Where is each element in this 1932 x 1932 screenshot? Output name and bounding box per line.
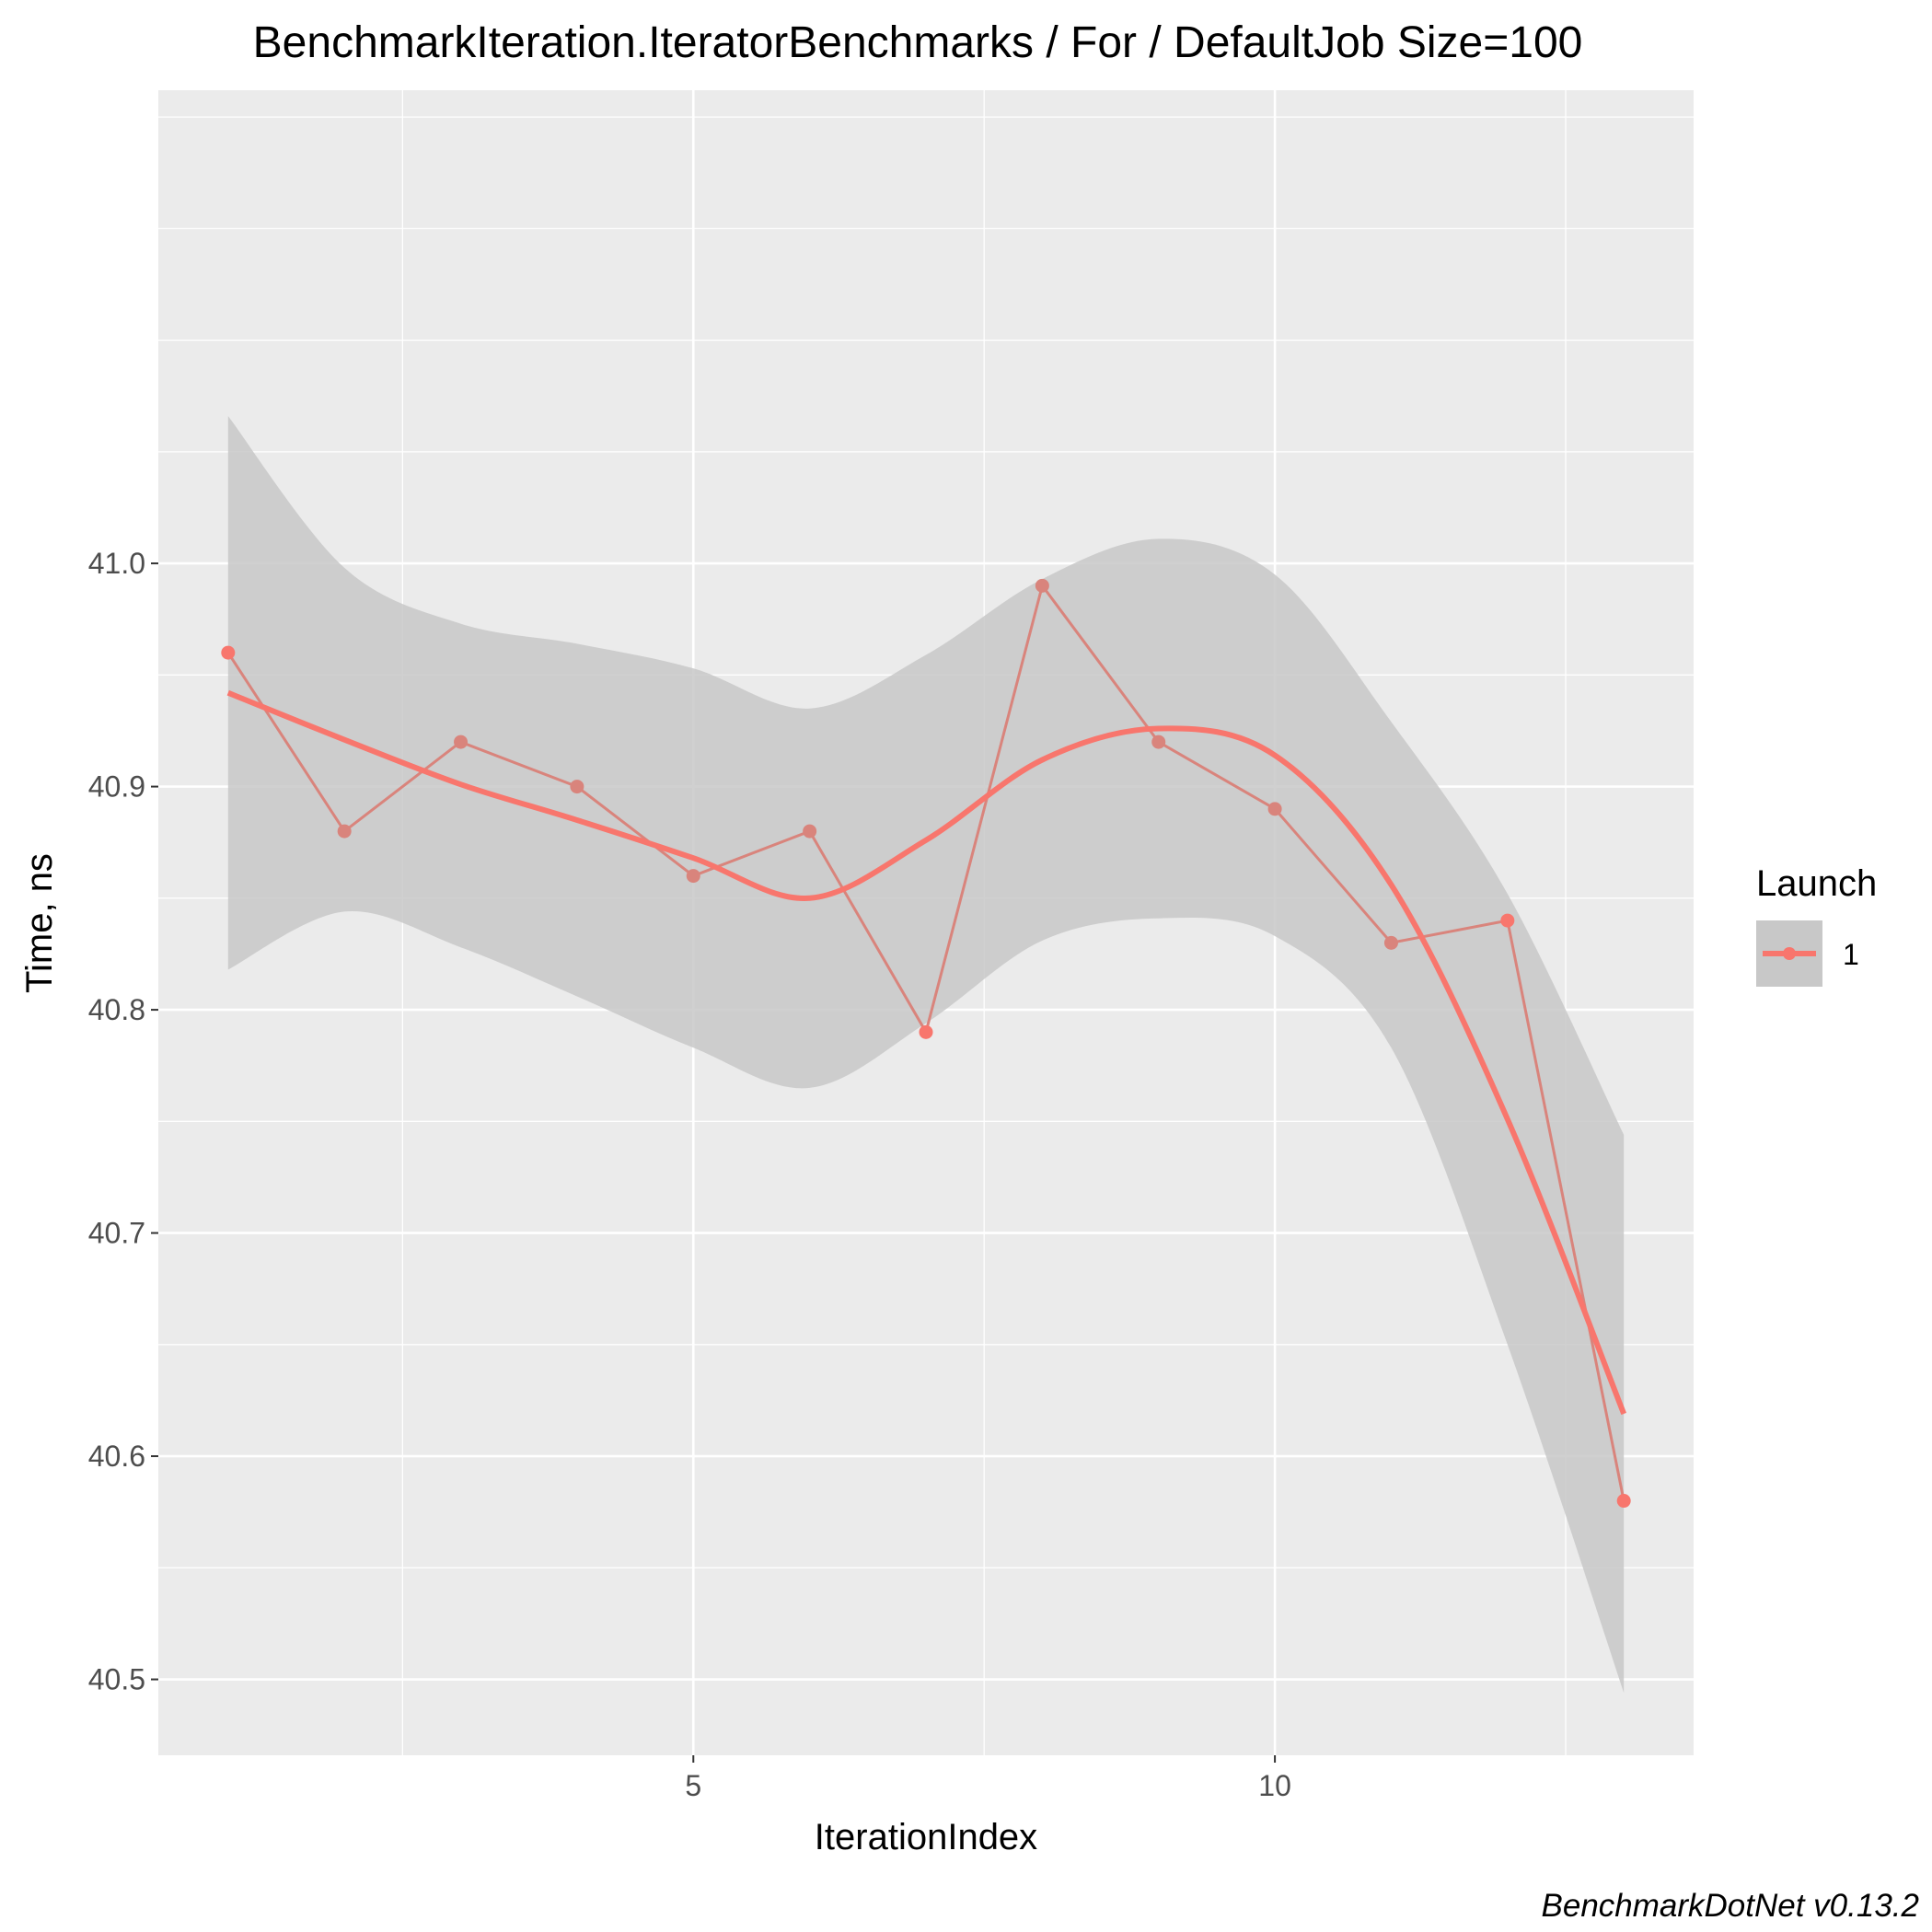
data-point [1383, 935, 1398, 950]
data-point [1616, 1494, 1631, 1509]
data-point [919, 1024, 933, 1039]
legend-title: Launch [1756, 863, 1877, 904]
data-point [686, 869, 700, 884]
y-axis-title: Time, ns [19, 853, 60, 993]
x-axis-title: IterationIndex [815, 1817, 1037, 1857]
y-tick-label: 40.9 [88, 770, 145, 804]
data-point [1035, 578, 1049, 593]
data-point [221, 645, 236, 660]
data-point [1500, 913, 1515, 928]
data-point [454, 735, 469, 749]
data-point [570, 780, 584, 794]
series-points [221, 578, 1631, 1509]
caption: BenchmarkDotNet v0.13.2 [1542, 1888, 1919, 1924]
data-point [803, 824, 817, 839]
y-axis-ticks: 40.5 40.6 40.7 40.8 40.9 41.0 [88, 547, 158, 1696]
legend-label: 1 [1843, 938, 1859, 971]
x-tick-label: 10 [1258, 1769, 1291, 1802]
y-tick-label: 40.7 [88, 1217, 145, 1250]
data-point [1151, 735, 1166, 749]
x-axis-ticks: 5 10 [685, 1755, 1291, 1802]
legend-key-point [1783, 947, 1796, 960]
smooth-line [226, 689, 1626, 1416]
y-tick-label: 40.8 [88, 993, 145, 1026]
y-tick-label: 40.5 [88, 1663, 145, 1696]
data-point [337, 824, 352, 839]
y-tick-label: 41.0 [88, 547, 145, 580]
y-tick-label: 40.6 [88, 1440, 145, 1473]
x-tick-label: 5 [685, 1769, 701, 1802]
confidence-band [227, 416, 1625, 1694]
data-point [1267, 802, 1282, 816]
chart-title: BenchmarkIteration.IteratorBenchmarks / … [253, 18, 1583, 67]
